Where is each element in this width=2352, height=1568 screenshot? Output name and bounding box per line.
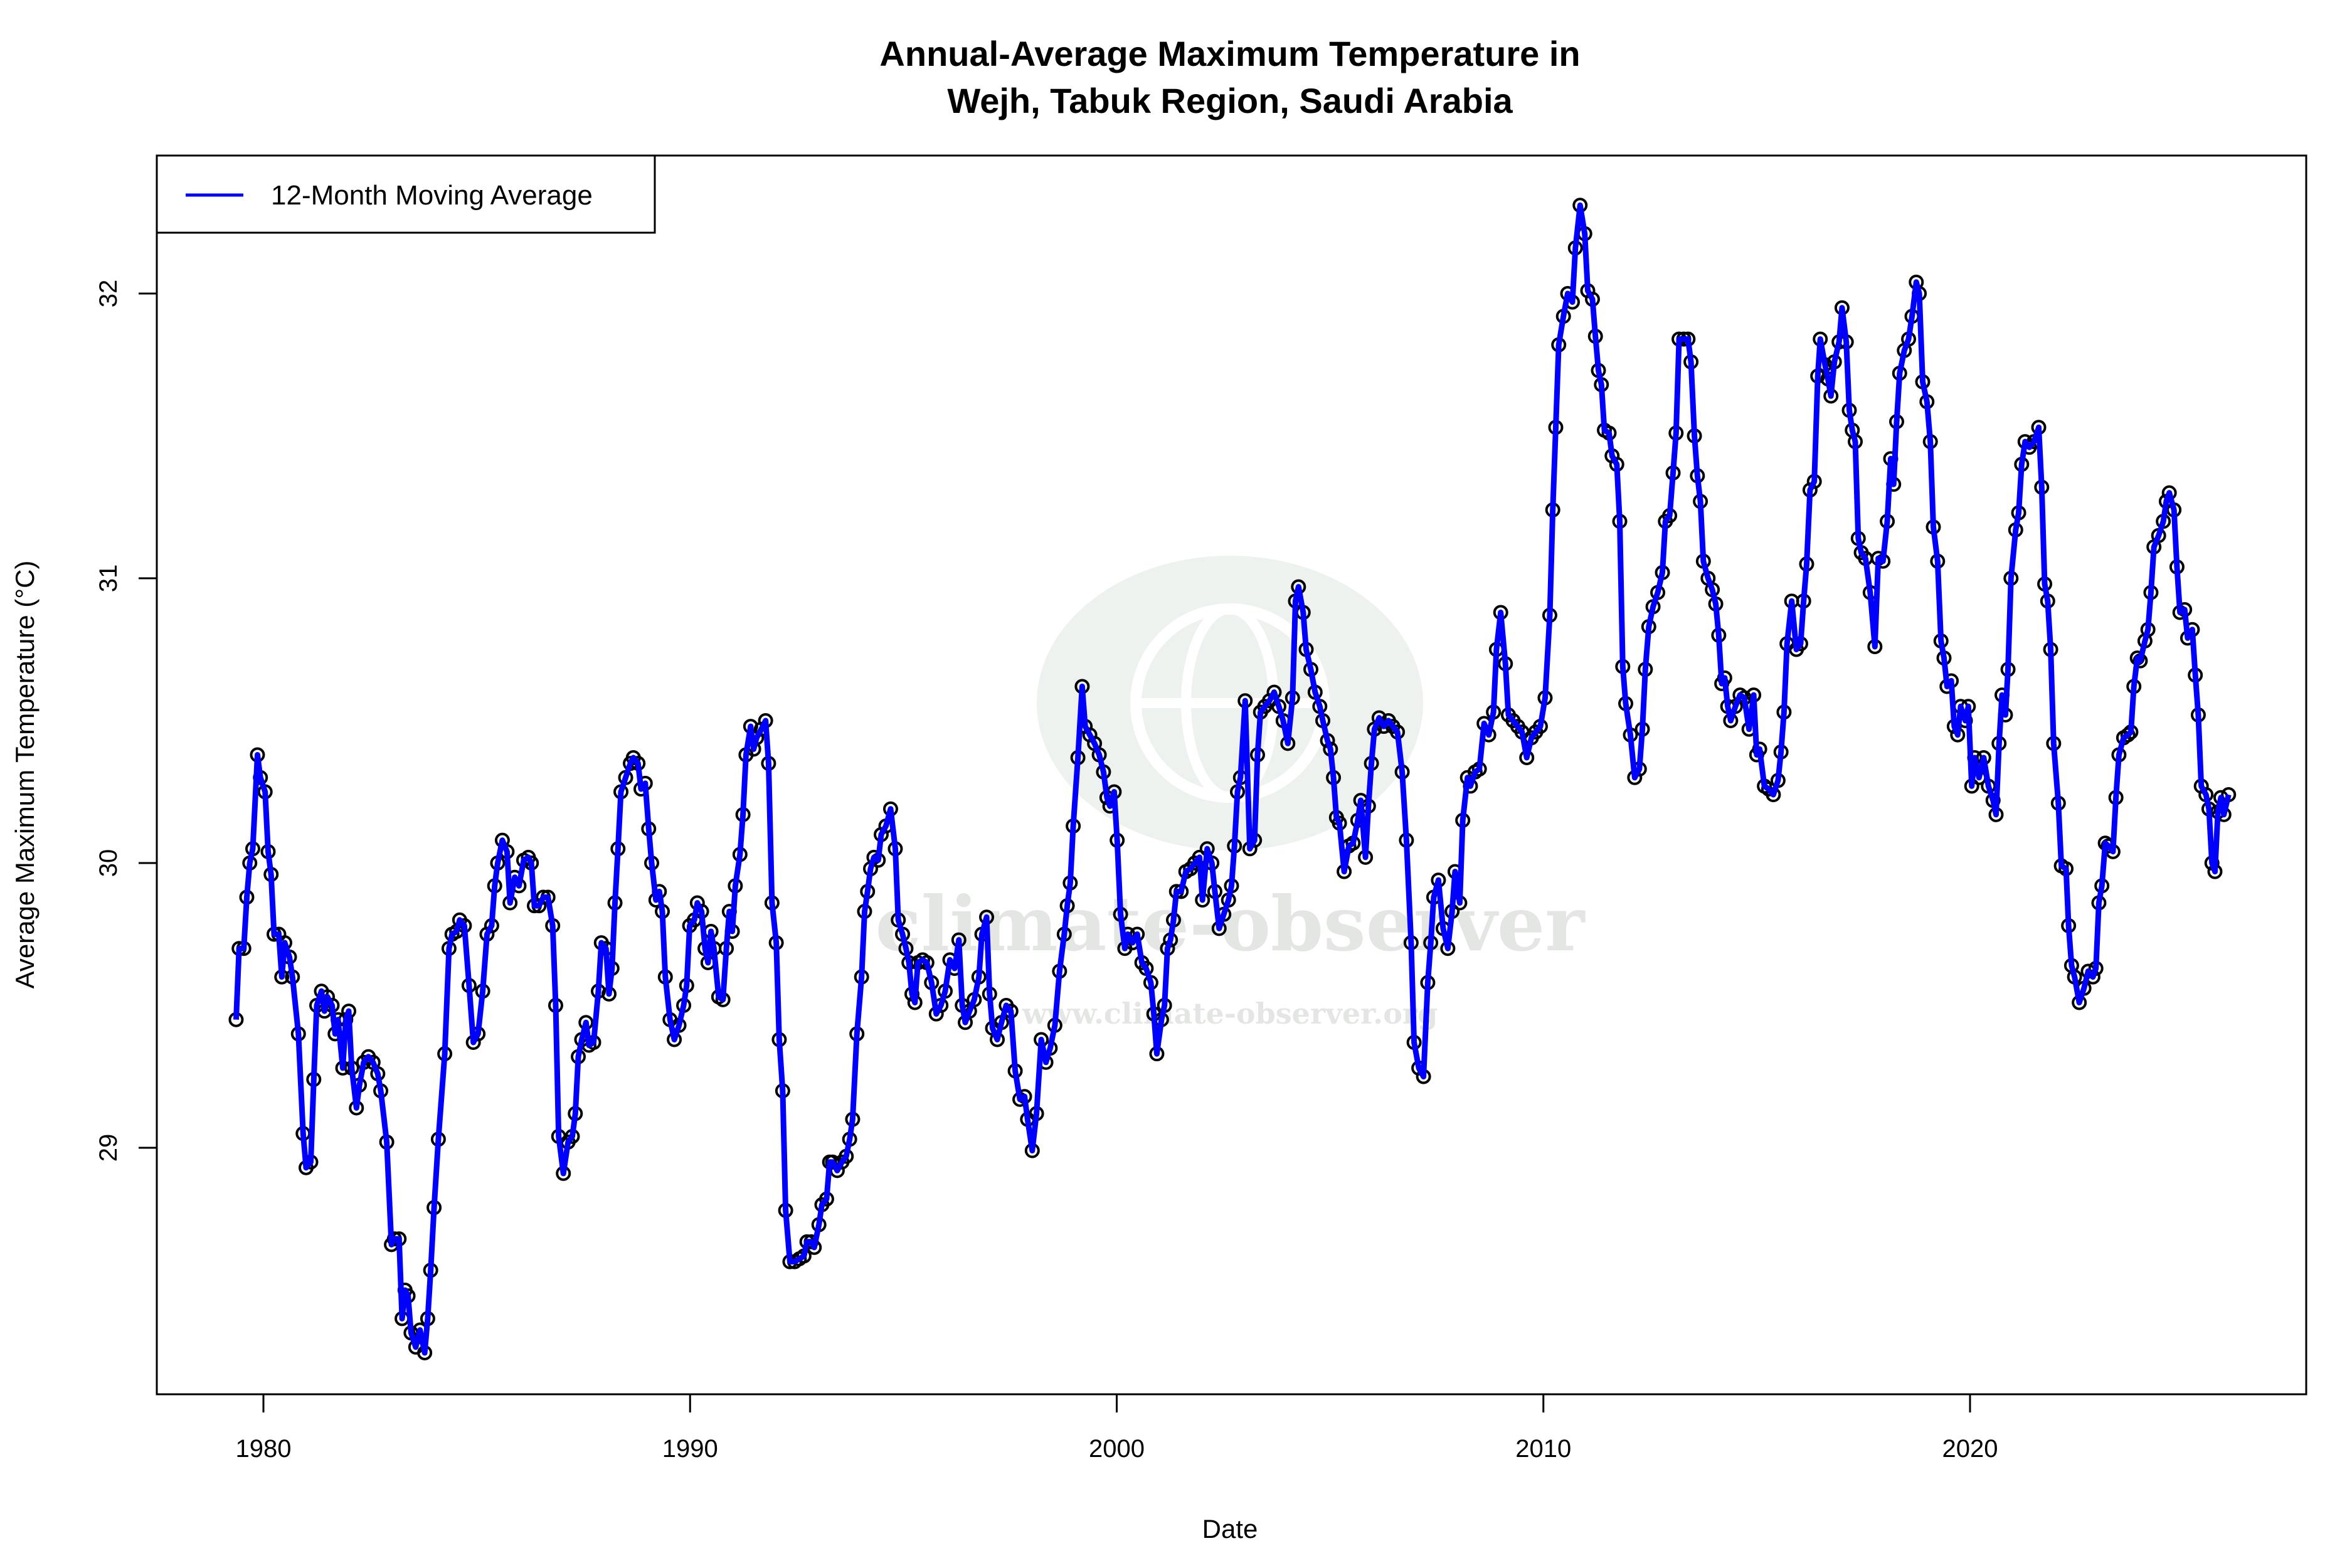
chart-title-line2: Wejh, Tabuk Region, Saudi Arabia: [947, 81, 1513, 120]
data-point: [2120, 727, 2136, 743]
x-tick-label: 1990: [662, 1435, 718, 1463]
series-line-0: [233, 202, 2232, 1356]
chart-title-line1: Annual-Average Maximum Temperature in: [879, 34, 1580, 73]
plot-marks: [228, 198, 2237, 1360]
legend-label: 12-Month Moving Average: [271, 180, 593, 211]
x-tick-label: 1980: [236, 1435, 292, 1463]
legend: 12-Month Moving Average: [156, 154, 656, 234]
watermark-url: www.climate-observer.org: [1022, 997, 1438, 1030]
y-axis: 29 30 31 32: [95, 280, 158, 1162]
y-tick-label: 32: [95, 280, 122, 308]
watermark: climate-observer www.climate-observer.or…: [876, 556, 1586, 1030]
y-tick-label: 29: [95, 1134, 122, 1162]
y-axis-label: Average Maximum Temperature (°C): [10, 561, 40, 989]
x-axis-label: Date: [1202, 1514, 1258, 1544]
x-tick-label: 2000: [1089, 1435, 1145, 1463]
x-tick-label: 2010: [1515, 1435, 1571, 1463]
x-tick-label: 2020: [1942, 1435, 1998, 1463]
plot-frame: [156, 154, 2307, 1396]
y-tick-label: 30: [95, 849, 122, 877]
x-axis: 1980 1990 2000 2010 2020: [236, 1393, 1998, 1463]
y-tick-label: 31: [95, 564, 122, 593]
